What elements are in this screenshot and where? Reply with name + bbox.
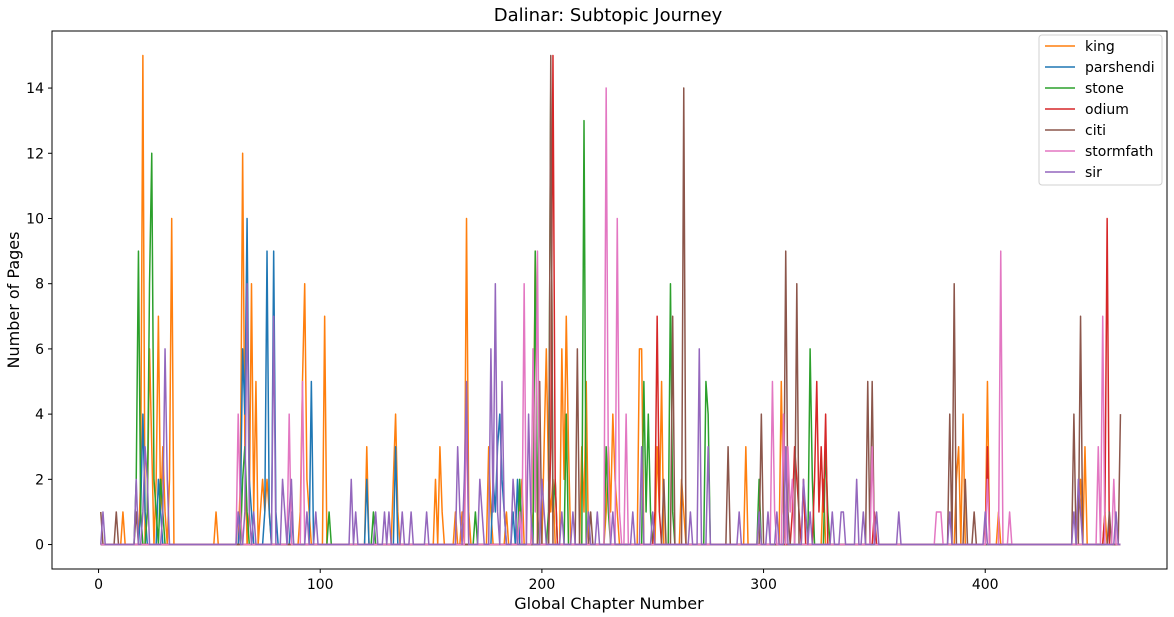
y-tick-label: 14 <box>26 81 44 97</box>
y-tick-label: 0 <box>35 538 44 554</box>
legend-label-king: king <box>1085 39 1115 55</box>
series-line-sir <box>100 282 1121 546</box>
y-tick-label: 8 <box>35 277 44 293</box>
legend-label-citi: citi <box>1085 123 1106 139</box>
x-tick-label: 0 <box>94 577 103 593</box>
legend-label-odium: odium <box>1085 102 1129 118</box>
y-tick-label: 2 <box>35 472 44 488</box>
legend-label-stone: stone <box>1085 81 1124 97</box>
y-axis-label: Number of Pages <box>4 232 23 369</box>
x-tick-label: 400 <box>972 577 999 593</box>
y-axis: 0 2 4 6 8 10 12 14 <box>26 81 52 554</box>
x-axis-label: Global Chapter Number <box>514 594 704 613</box>
series-layer <box>100 54 1122 546</box>
x-tick-label: 100 <box>307 577 334 593</box>
legend-label-parshendi: parshendi <box>1085 60 1155 76</box>
plot-frame <box>51 30 1168 570</box>
x-axis: 0 100 200 300 400 <box>94 569 999 593</box>
x-tick-label: 200 <box>529 577 556 593</box>
legend: king parshendi stone odium citi stormfath sir <box>1038 34 1163 186</box>
y-tick-label: 10 <box>26 211 44 227</box>
legend-box <box>1038 34 1163 186</box>
legend-label-stormfath: stormfath <box>1085 144 1153 160</box>
legend-label-sir: sir <box>1085 165 1102 181</box>
y-tick-label: 12 <box>26 146 44 162</box>
x-tick-label: 300 <box>750 577 777 593</box>
y-tick-label: 6 <box>35 342 44 358</box>
y-tick-label: 4 <box>35 407 44 423</box>
chart-title: Dalinar: Subtopic Journey <box>494 5 723 26</box>
